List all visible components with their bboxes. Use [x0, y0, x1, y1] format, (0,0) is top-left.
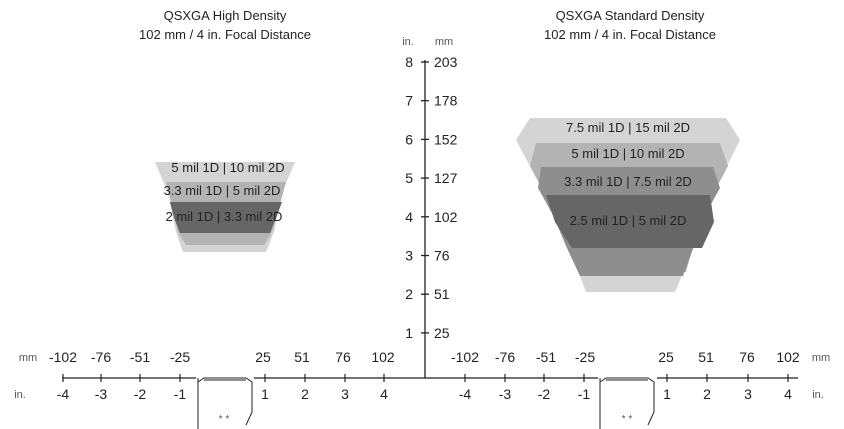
- horizontal-ticks: -102-4-76-3-51-2-25-12515127631024-102-4…: [49, 349, 800, 402]
- h-tick-label-mm: 102: [371, 349, 395, 365]
- left-zone-label-1: 5 mil 1D | 10 mil 2D: [171, 160, 284, 175]
- vertical-unit-in: in.: [402, 36, 414, 48]
- h-tick-label-in: 4: [784, 386, 792, 402]
- reader-right-outline: [599, 377, 655, 426]
- vertical-tick-label-mm: 152: [434, 131, 458, 147]
- h-tick-label-in: 1: [663, 386, 671, 402]
- h-tick-label-in: -4: [57, 386, 70, 402]
- left-title-line2: 102 mm / 4 in. Focal Distance: [139, 27, 311, 42]
- reader-right-marks: * *: [622, 414, 633, 425]
- right-zone-label-4: 2.5 mil 1D | 5 mil 2D: [570, 213, 687, 228]
- vertical-tick-label-in: 1: [405, 325, 413, 341]
- h-tick-label-mm: -76: [495, 349, 515, 365]
- vertical-tick-label-in: 3: [405, 248, 413, 264]
- vertical-tick-label-mm: 127: [434, 170, 458, 186]
- left-zones: [155, 162, 295, 252]
- reader-left-marks: * *: [219, 414, 230, 425]
- vertical-tick-label-mm: 76: [434, 248, 450, 264]
- h-tick-label-mm: 76: [739, 349, 755, 365]
- reader-right: [599, 377, 655, 429]
- vertical-tick-label-in: 8: [405, 54, 413, 70]
- h-tick-label-in: -2: [538, 386, 551, 402]
- h-tick-label-mm: 25: [658, 349, 674, 365]
- left-zone-label-3: 2 mil 1D | 3.3 mil 2D: [166, 209, 283, 224]
- h-tick-label-mm: -102: [49, 349, 77, 365]
- h-tick-label-in: 2: [703, 386, 711, 402]
- h-tick-label-in: 3: [341, 386, 349, 402]
- right-title-line1: QSXGA Standard Density: [556, 8, 705, 23]
- left-zone-3: [170, 202, 282, 233]
- h-tick-label-in: 3: [744, 386, 752, 402]
- left-zone-label-2: 3.3 mil 1D | 5 mil 2D: [164, 183, 281, 198]
- h-tick-label-mm: -102: [451, 349, 479, 365]
- h-tick-label-in: -1: [174, 386, 187, 402]
- h-tick-label-in: 2: [301, 386, 309, 402]
- vertical-unit-mm: mm: [435, 36, 453, 48]
- vertical-tick-label-in: 2: [405, 286, 413, 302]
- vertical-axis: in. mm 8 203 7 178 6 152 5 127 4 102 3 76 2 51 1 25: [402, 36, 458, 378]
- h-tick-label-mm: -25: [170, 349, 190, 365]
- vertical-tick-label-mm: 102: [434, 209, 458, 225]
- h-tick-label-in: -3: [95, 386, 108, 402]
- h-tick-label-mm: -51: [130, 349, 150, 365]
- vertical-tick-label-in: 6: [405, 131, 413, 147]
- vertical-tick-label-in: 5: [405, 170, 413, 186]
- h-tick-label-mm: 76: [335, 349, 351, 365]
- right-zone-label-3: 3.3 mil 1D | 7.5 mil 2D: [564, 174, 692, 189]
- h-tick-label-in: -2: [134, 386, 147, 402]
- h-tick-label-mm: -51: [536, 349, 556, 365]
- reader-left-outline: [197, 377, 253, 426]
- h-tick-label-mm: 51: [294, 349, 310, 365]
- reader-left: [197, 377, 253, 429]
- vertical-tick-label-mm: 51: [434, 286, 450, 302]
- vertical-tick-label-mm: 178: [434, 93, 458, 109]
- vertical-tick-label-mm: 25: [434, 325, 450, 341]
- vertical-tick-label-in: 4: [405, 209, 413, 225]
- h-tick-label-in: -4: [459, 386, 472, 402]
- h-tick-label-in: 4: [380, 386, 388, 402]
- left-unit-mm: mm: [19, 352, 37, 364]
- h-tick-label-in: 1: [261, 386, 269, 402]
- right-title-line2: 102 mm / 4 in. Focal Distance: [544, 27, 716, 42]
- left-title-line1: QSXGA High Density: [164, 8, 287, 23]
- h-tick-label-mm: -25: [575, 349, 595, 365]
- h-tick-label-mm: 102: [776, 349, 800, 365]
- vertical-tick-label-mm: 203: [434, 54, 458, 70]
- right-zones: [516, 118, 740, 292]
- h-tick-label-mm: 25: [255, 349, 271, 365]
- right-unit-in: in.: [812, 389, 824, 401]
- right-unit-mm: mm: [812, 352, 830, 364]
- right-zone-label-1: 7.5 mil 1D | 15 mil 2D: [566, 120, 690, 135]
- right-zone-label-2: 5 mil 1D | 10 mil 2D: [571, 146, 684, 161]
- vertical-ticks: 8 203 7 178 6 152 5 127 4 102 3 76 2 51 1 25: [405, 54, 457, 341]
- right-zone-4: [546, 195, 714, 248]
- h-tick-label-in: -1: [578, 386, 591, 402]
- left-unit-in: in.: [14, 389, 26, 401]
- h-tick-label-mm: 51: [698, 349, 714, 365]
- h-tick-label-in: -3: [499, 386, 512, 402]
- h-tick-label-mm: -76: [91, 349, 111, 365]
- vertical-tick-label-in: 7: [405, 93, 413, 109]
